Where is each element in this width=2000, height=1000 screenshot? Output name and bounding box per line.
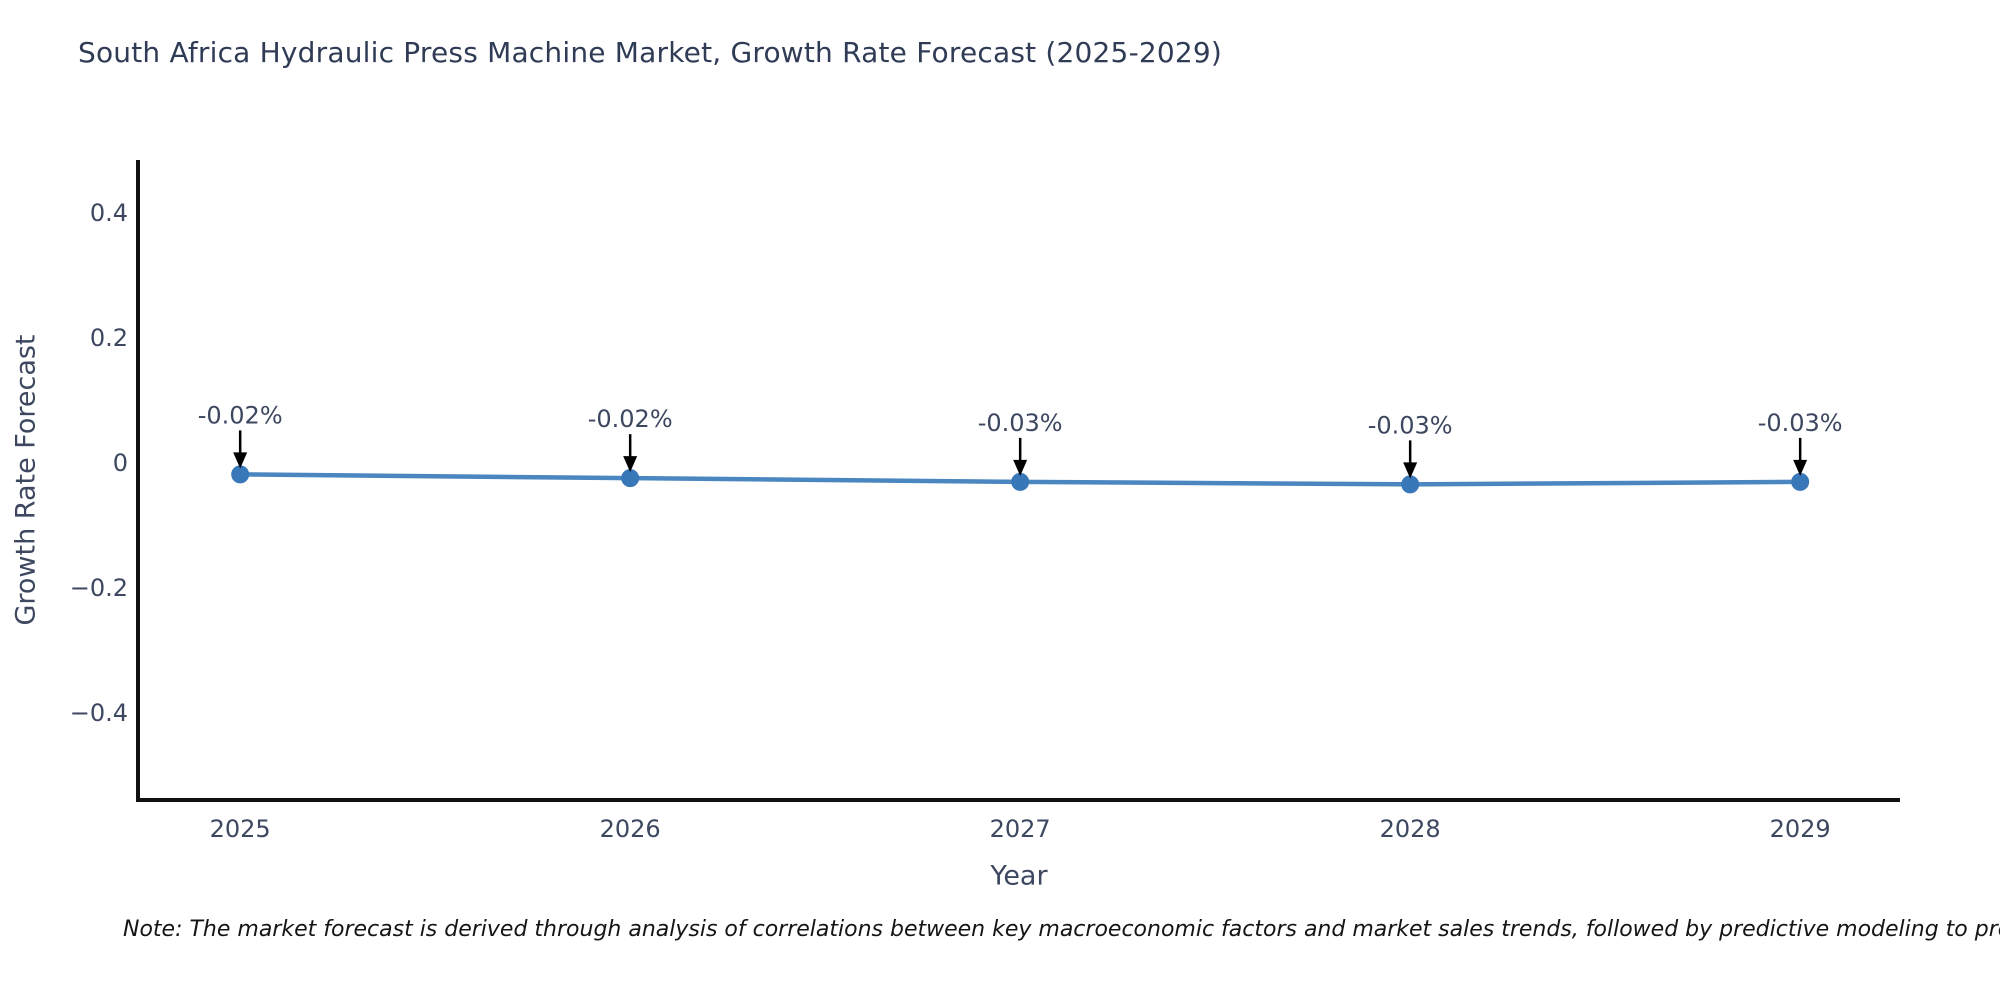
x-tick-label: 2027 (989, 815, 1051, 843)
y-tick-label: −0.4 (69, 699, 128, 728)
annotation-arrow-head (1403, 462, 1418, 479)
chart-title: South Africa Hydraulic Press Machine Mar… (78, 36, 1223, 69)
annotation-label-2029: -0.03% (1758, 409, 1843, 437)
annotation-label-2028: -0.03% (1368, 411, 1453, 439)
x-tick-label: 2026 (599, 815, 661, 843)
y-tick-label: −0.2 (69, 574, 128, 603)
data-point-2027 (1011, 472, 1030, 491)
annotation-arrow-head (623, 456, 638, 473)
annotation-label-2027: -0.03% (978, 409, 1063, 437)
x-tick-label: 2028 (1379, 815, 1441, 843)
data-point-2026 (621, 469, 640, 488)
y-tick-label: 0 (112, 449, 128, 478)
x-tick-label: 2029 (1769, 815, 1831, 843)
y-tick-label: 0.2 (89, 324, 128, 353)
x-axis-title: Year (990, 860, 1048, 892)
y-tick-label: 0.4 (89, 199, 128, 228)
annotation-arrow-head (1793, 459, 1808, 476)
chart-footnote: Note: The market forecast is derived thr… (123, 917, 2000, 942)
annotation-label-2025: -0.02% (198, 401, 283, 429)
data-point-2025 (231, 465, 250, 484)
x-tick-label: 2025 (209, 815, 271, 843)
annotation-arrow-head (1013, 459, 1028, 476)
annotation-arrow-head (233, 452, 248, 469)
data-point-2029 (1791, 472, 1810, 491)
data-point-2028 (1401, 475, 1420, 494)
annotation-label-2026: -0.02% (588, 405, 673, 433)
y-axis-title: Growth Rate Forecast (10, 334, 42, 626)
